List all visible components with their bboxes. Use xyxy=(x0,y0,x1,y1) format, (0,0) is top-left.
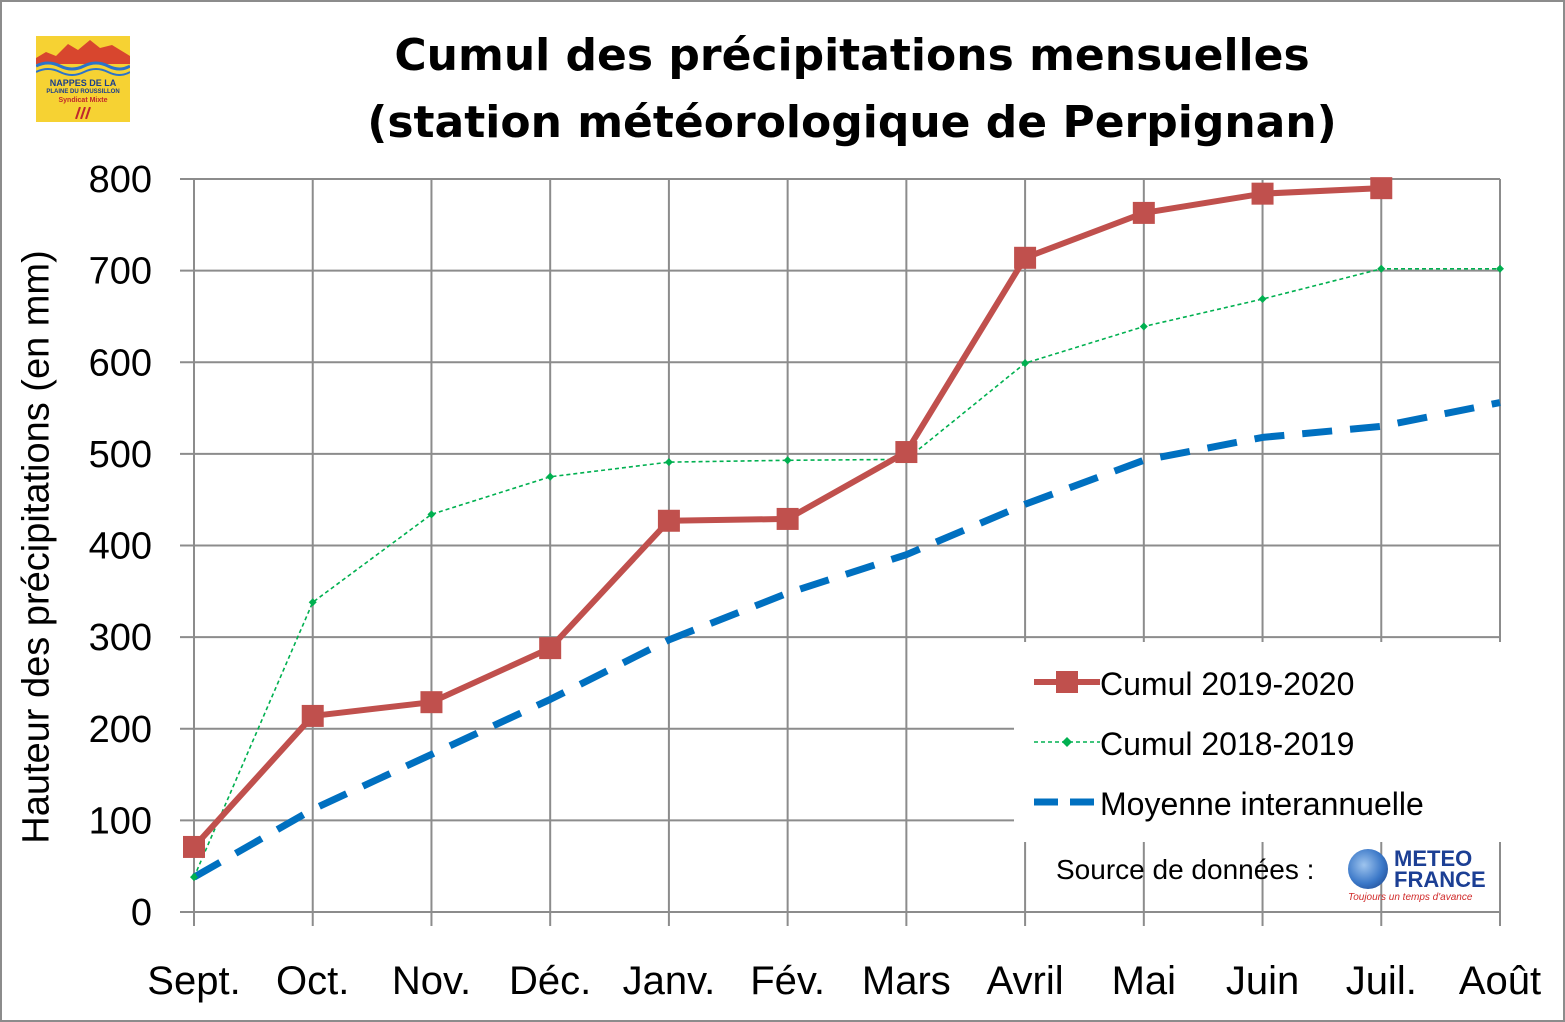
data-point-square xyxy=(301,704,324,727)
data-point-diamond xyxy=(1139,322,1148,331)
data-point-square xyxy=(895,441,918,464)
data-point-diamond xyxy=(1377,264,1386,273)
x-tick-label: Juin xyxy=(1226,959,1299,1003)
catalan-stripes-icon xyxy=(75,107,91,119)
y-tick-label: 800 xyxy=(89,159,152,201)
data-point-diamond xyxy=(190,873,198,882)
data-point-square xyxy=(776,507,799,530)
series-line-1 xyxy=(193,267,1500,878)
chart-legend: Cumul 2019-2020 Cumul 2018-2019 Moyenne … xyxy=(1014,642,1504,842)
data-point-diamond xyxy=(783,456,792,465)
data-point-diamond xyxy=(1496,264,1504,273)
data-point-square xyxy=(1251,182,1274,205)
y-tick-label: 0 xyxy=(131,892,152,934)
y-tick-label: 500 xyxy=(89,434,152,476)
data-point-diamond xyxy=(546,472,555,481)
logo-line-2: PLAINE DU ROUSSILLON xyxy=(46,89,120,95)
y-tick-label: 200 xyxy=(89,709,152,751)
legend-label-moyenne: Moyenne interannuelle xyxy=(1100,786,1424,822)
x-tick-label: Oct. xyxy=(276,959,349,1003)
data-point-square xyxy=(657,509,680,532)
meteo-france-logo: METEO FRANCE Toujours un temps d'avance xyxy=(1346,845,1496,905)
y-tick-label: 700 xyxy=(89,251,152,293)
x-tick-label: Fév. xyxy=(750,959,825,1003)
globe-icon xyxy=(1348,849,1388,889)
data-point-diamond xyxy=(1021,359,1030,368)
data-point-square xyxy=(1014,246,1037,269)
nappes-roussillon-logo: NAPPES DE LA PLAINE DU ROUSSILLON Syndic… xyxy=(36,36,130,122)
logo-line-3: Syndicat Mixte xyxy=(58,97,108,104)
legend-entry-moyenne: Moyenne interannuelle xyxy=(1014,772,1504,832)
x-tick-label: Mai xyxy=(1112,959,1176,1003)
data-point-diamond xyxy=(308,598,317,607)
legend-diamond-line-icon xyxy=(1034,737,1100,747)
legend-entry-2019-2020: Cumul 2019-2020 xyxy=(1014,652,1504,712)
data-point-diamond xyxy=(664,458,673,467)
legend-label-2018-2019: Cumul 2018-2019 xyxy=(1100,726,1355,762)
source-label: Source de données : xyxy=(1056,854,1315,885)
x-tick-label: Déc. xyxy=(509,959,591,1003)
x-tick-label: Mars xyxy=(862,959,951,1003)
y-tick-label: 300 xyxy=(89,617,152,659)
y-axis-title: Hauteur des précipitations (en mm) xyxy=(15,250,58,844)
chart-title-line-2: (station météorologique de Perpignan) xyxy=(367,97,1337,148)
x-tick-label: Août xyxy=(1459,959,1541,1003)
y-tick-label: 600 xyxy=(89,342,152,384)
data-point-square xyxy=(420,691,443,714)
legend-label-2019-2020: Cumul 2019-2020 xyxy=(1100,666,1355,702)
x-tick-label: Juil. xyxy=(1346,959,1417,1003)
y-tick-label: 100 xyxy=(89,800,152,842)
meteo-logo-word-1: METEO xyxy=(1394,846,1473,871)
x-tick-label: Avril xyxy=(987,959,1064,1003)
meteo-logo-word-2: FRANCE xyxy=(1394,867,1486,892)
legend-square-line-icon xyxy=(1034,671,1100,693)
x-tick-label: Janv. xyxy=(623,959,716,1003)
x-tick-label: Sept. xyxy=(147,959,240,1003)
y-tick-label: 400 xyxy=(89,526,152,568)
data-point-square xyxy=(1370,177,1393,200)
legend-entry-2018-2019: Cumul 2018-2019 xyxy=(1014,712,1504,772)
data-point-square xyxy=(1132,201,1155,224)
meteo-logo-tagline: Toujours un temps d'avance xyxy=(1348,892,1473,903)
logo-line-1: NAPPES DE LA xyxy=(49,78,117,88)
data-point-diamond xyxy=(1258,295,1267,304)
x-tick-label: Nov. xyxy=(392,959,471,1003)
data-point-square xyxy=(539,637,562,660)
series-line-2 xyxy=(192,399,1501,881)
legend-dashed-line-icon xyxy=(1034,798,1100,806)
data-point-square xyxy=(183,835,205,858)
mountain-waves-icon xyxy=(36,40,130,76)
chart-title-line-1: Cumul des précipitations mensuelles xyxy=(394,30,1310,81)
